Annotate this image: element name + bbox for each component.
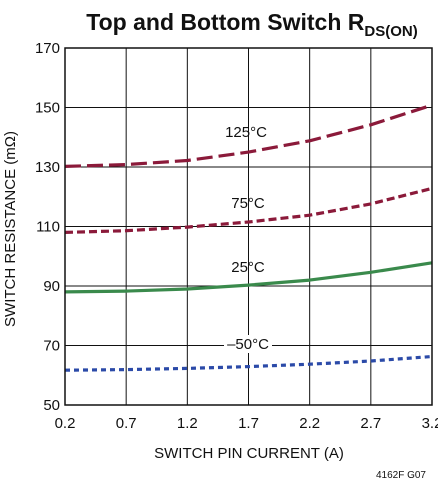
series-labels: 125°C 75°C 25°C –50°C [224,124,272,353]
series-line [64,103,433,168]
x-tick-label: 3.2 [422,415,438,432]
series-label: –50°C [227,336,269,353]
series-layer [64,103,433,372]
x-axis-label: SWITCH PIN CURRENT (A) [154,445,344,462]
y-tick-label: 50 [43,397,60,414]
x-tick-labels: 0.2 0.7 1.2 1.7 2.2 2.7 3.2 [55,415,438,432]
plot-frame [64,47,433,406]
series-line [64,354,433,372]
y-tick-label: 170 [35,40,60,57]
x-tick-label: 0.7 [116,415,137,432]
series-label-background [224,335,272,353]
y-tick-label: 90 [43,278,60,295]
y-tick-labels: 50 70 90 110 130 150 170 [35,40,60,414]
y-tick-label: 150 [35,100,60,117]
series-line [64,261,433,294]
series-label: 25°C [231,259,265,276]
y-axis-label: SWITCH RESISTANCE (mΩ) [2,131,19,327]
x-tick-label: 2.7 [360,415,381,432]
figure-code: 4162F G07 [376,470,426,481]
y-tick-label: 70 [43,338,60,355]
series-label: 125°C [225,124,267,141]
x-tick-label: 1.7 [238,415,259,432]
series-line [64,186,433,234]
series-label: 75°C [231,195,265,212]
y-tick-label: 130 [35,159,60,176]
x-tick-label: 0.2 [55,415,76,432]
y-tick-label: 110 [36,219,60,236]
x-tick-label: 1.2 [177,415,198,432]
x-tick-label: 2.2 [299,415,320,432]
chart-title: Top and Bottom Switch RDS(ON) [86,9,417,40]
